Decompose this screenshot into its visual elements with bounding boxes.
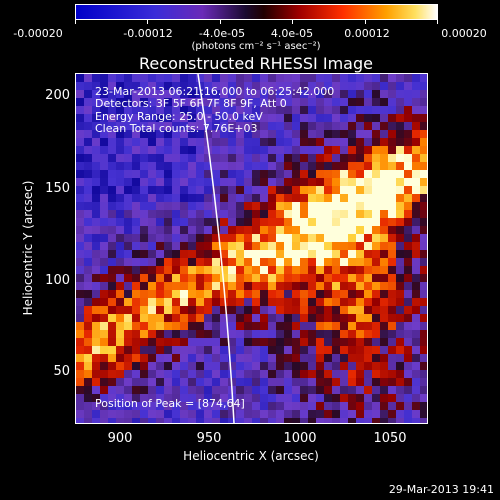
- colorbar-tick-label: -0.00020: [13, 27, 63, 40]
- x-tick-label: 1000: [283, 431, 317, 446]
- colorbar-tick: [437, 20, 438, 24]
- x-tick-label: 900: [107, 431, 133, 446]
- y-tick-label: 50: [53, 364, 70, 379]
- render-timestamp: 29-Mar-2013 19:41: [388, 483, 494, 496]
- colorbar-tick: [220, 20, 221, 24]
- y-tick-label: 200: [45, 88, 70, 103]
- colorbar-tick: [365, 20, 366, 24]
- colorbar-tick: [147, 20, 148, 24]
- peak-position-label: Position of Peak = [874,64]: [95, 397, 245, 410]
- y-tick-label: 100: [45, 273, 70, 288]
- colorbar-tick-label: 4.0e-05: [270, 27, 314, 40]
- x-tick-label: 950: [196, 431, 222, 446]
- solar-limb-line: [197, 74, 235, 423]
- colorbar-gradient: [76, 5, 437, 19]
- annotation-time-range: 23-Mar-2013 06:21:16.000 to 06:25:42.000: [95, 85, 335, 98]
- colorbar-tick: [75, 20, 76, 24]
- colorbar-tick-label: -4.0e-05: [198, 27, 246, 40]
- colorbar-tick: [292, 20, 293, 24]
- y-tick-label: 150: [45, 181, 70, 196]
- annotation-energy-range: Energy Range: 25.0 - 50.0 keV: [95, 110, 263, 123]
- annotation-detectors: Detectors: 3F 5F 6F 7F 8F 9F, Att 0: [95, 97, 287, 110]
- colorbar: [75, 4, 438, 20]
- colorbar-tick-label: -0.00012: [123, 27, 173, 40]
- colorbar-tick-label: 0.00020: [441, 27, 487, 40]
- image-plot-area: [75, 73, 428, 424]
- x-axis-label: Heliocentric X (arcsec): [183, 449, 319, 463]
- annotation-clean-counts: Clean Total counts: 7.76E+03: [95, 122, 258, 135]
- heatmap-image: [76, 74, 427, 423]
- plot-title: Reconstructed RHESSI Image: [139, 54, 373, 73]
- y-axis-label: Heliocentric Y (arcsec): [21, 180, 35, 316]
- colorbar-tick-label: 0.00012: [344, 27, 390, 40]
- colorbar-unit-label: (photons cm⁻² s⁻¹ asec⁻²): [191, 41, 321, 52]
- x-tick-label: 1050: [373, 431, 407, 446]
